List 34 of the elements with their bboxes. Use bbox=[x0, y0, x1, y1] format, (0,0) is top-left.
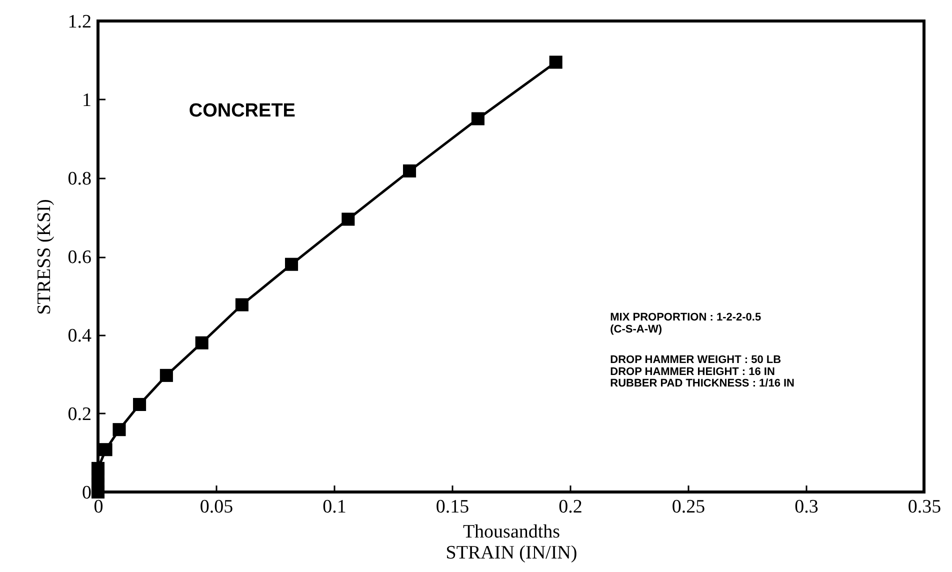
point bbox=[471, 112, 484, 126]
point bbox=[133, 398, 146, 411]
y-tick-label: 0.4 bbox=[68, 326, 92, 346]
x-tick-label: 0.35 bbox=[908, 496, 942, 518]
point bbox=[285, 258, 298, 271]
y-tick-label: 0.2 bbox=[68, 404, 92, 425]
x-tick-label: 0.3 bbox=[794, 496, 818, 518]
point bbox=[195, 336, 208, 350]
point bbox=[91, 462, 105, 475]
annotation: RUBBER PAD THICKNESS : 1/16 IN bbox=[610, 378, 795, 390]
annotation: CONCRETE bbox=[188, 100, 296, 122]
point bbox=[549, 56, 562, 69]
x-axis-title: Thousandths STRAIN (IN/IN) bbox=[446, 522, 578, 564]
annotation: (C-S-A-W) bbox=[610, 324, 662, 336]
y-axis-title: STRESS (KSI) bbox=[34, 199, 55, 315]
y-tick-label: 0 bbox=[82, 482, 92, 504]
y-tick-label: 1 bbox=[82, 90, 92, 111]
y-tick-label: 1.2 bbox=[68, 12, 92, 32]
point bbox=[160, 368, 173, 382]
annotation: DROP HAMMER HEIGHT : 16 IN bbox=[610, 366, 775, 378]
x-tick-label: 0.1 bbox=[322, 496, 346, 518]
x-tick-label: 0.25 bbox=[672, 496, 706, 518]
y-tick-label: 0.8 bbox=[68, 168, 92, 190]
point bbox=[112, 423, 126, 436]
y-tick-label: 0.6 bbox=[68, 247, 92, 268]
annotation: DROP HAMMER WEIGHT : 50 LB bbox=[610, 354, 782, 366]
x-tick-label: 0.05 bbox=[200, 496, 234, 518]
point bbox=[403, 164, 416, 178]
point bbox=[99, 443, 112, 456]
x-tick-label: 0.15 bbox=[436, 496, 470, 518]
annotation: MIX PROPORTION : 1-2-2-0.5 bbox=[610, 312, 762, 324]
point bbox=[235, 298, 248, 312]
point bbox=[342, 212, 355, 226]
x-tick-label: 0.2 bbox=[558, 496, 582, 518]
